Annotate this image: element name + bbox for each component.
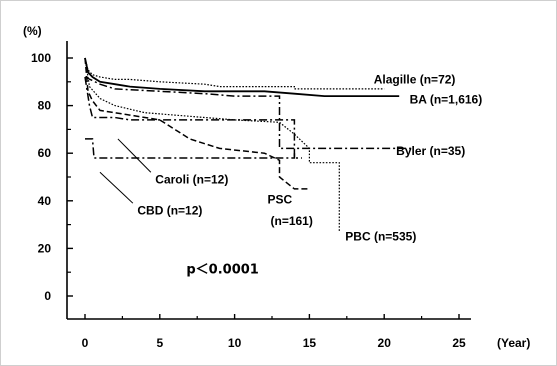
series-label: Alagille (n=72): [374, 72, 456, 86]
p-value-label: p＜0.0001: [186, 262, 258, 277]
y-tick-label: 20: [38, 241, 52, 255]
x-tick-label: 5: [156, 336, 163, 350]
series-label: CBD (n=12): [137, 203, 202, 217]
labels: Alagille (n=72) BA (n=1,616) Byler (n=35) C…: [99, 72, 483, 277]
series-line-caroli: [84, 76, 302, 159]
series-line-ba: [84, 57, 400, 97]
x-tick-label: 25: [452, 336, 466, 350]
series-line-psc: [84, 57, 310, 190]
series-lines: [84, 57, 415, 232]
series-label: Caroli (n=12): [155, 172, 228, 186]
series-label: BA (n=1,616): [410, 93, 483, 107]
y-tick-label: 100: [31, 51, 51, 65]
y-tick-label: 80: [38, 99, 52, 113]
series-line-alagille: [84, 57, 385, 90]
series-label: PBC (n=535): [345, 230, 416, 244]
y-tick-label: 0: [44, 289, 51, 303]
x-tick-label: 10: [228, 336, 242, 350]
y-tick-label: 60: [38, 146, 52, 160]
leader-line: [99, 171, 134, 204]
y-tick-label: 40: [38, 194, 52, 208]
x-unit-label: (Year): [497, 336, 530, 350]
series-label: PSC: [268, 193, 293, 207]
y-unit-label: (%): [23, 24, 42, 38]
series-label: Byler (n=35): [396, 144, 465, 158]
series-line-cbd: [85, 138, 296, 159]
x-tick-label: 20: [378, 336, 392, 350]
axes: 0 20 40 60 80 100 0 5 10 15 20 25 (%) (Year): [23, 24, 530, 350]
x-tick-label: 15: [303, 336, 317, 350]
leader-line: [117, 138, 152, 173]
x-tick-label: 0: [82, 336, 89, 350]
series-label: (n=161): [271, 214, 313, 228]
